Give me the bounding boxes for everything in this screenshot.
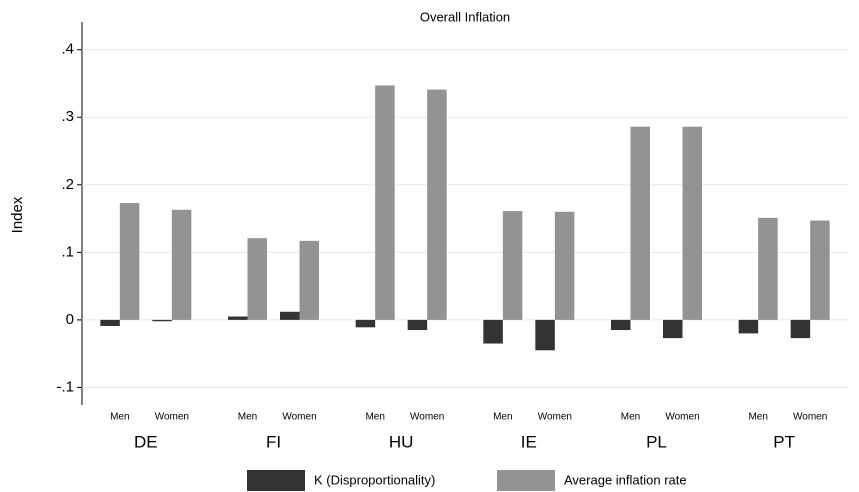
bar (299, 240, 319, 320)
bar (663, 319, 683, 339)
y-tick-label: 0 (66, 311, 74, 328)
group-label: PT (773, 432, 795, 451)
bar (407, 319, 428, 331)
bar (171, 209, 192, 320)
x-tick-label: Men (493, 412, 512, 423)
y-tick-label: .3 (61, 108, 74, 125)
x-tick-label: Men (110, 412, 129, 423)
y-tick-label: .2 (61, 176, 74, 193)
bar (375, 85, 395, 320)
x-tick-label: Men (238, 412, 257, 423)
x-tick-label: Men (621, 412, 640, 423)
bar (554, 211, 575, 320)
x-tick-label: Women (282, 412, 316, 423)
legend-swatch (247, 470, 305, 491)
y-tick-label: .1 (61, 243, 74, 260)
bar (483, 319, 503, 344)
bar (119, 203, 140, 320)
bar (247, 238, 267, 320)
bar (810, 220, 830, 320)
x-tick-label: Women (410, 412, 444, 423)
x-tick-label: Women (155, 412, 189, 423)
group-label: FI (266, 432, 281, 451)
group-label: PL (646, 432, 667, 451)
bar (228, 316, 248, 320)
legend-label: K (Disproportionality) (314, 472, 435, 487)
y-tick-label: .4 (61, 41, 74, 58)
bar (535, 319, 555, 351)
x-tick-label: Women (793, 412, 827, 423)
bar (427, 89, 447, 320)
y-axis-label: Index (9, 196, 26, 233)
bar (152, 319, 172, 322)
bar (100, 319, 120, 326)
x-tick-label: Men (748, 412, 767, 423)
bar (355, 319, 376, 328)
bar (502, 211, 523, 320)
x-tick-label: Women (665, 412, 699, 423)
legend-swatch (497, 470, 555, 491)
bar (611, 319, 631, 331)
bar (758, 217, 778, 320)
bar (630, 126, 650, 320)
x-tick-label: Men (365, 412, 384, 423)
x-tick-label: Women (538, 412, 572, 423)
chart-title: Overall Inflation (420, 9, 510, 24)
y-tick-label: -.1 (56, 378, 74, 395)
legend-label: Average inflation rate (564, 472, 687, 487)
bar (738, 319, 759, 334)
group-label: HU (389, 432, 414, 451)
bar (280, 311, 300, 320)
bar (682, 126, 702, 320)
group-label: DE (134, 432, 158, 451)
bar (790, 319, 811, 339)
group-label: IE (521, 432, 537, 451)
